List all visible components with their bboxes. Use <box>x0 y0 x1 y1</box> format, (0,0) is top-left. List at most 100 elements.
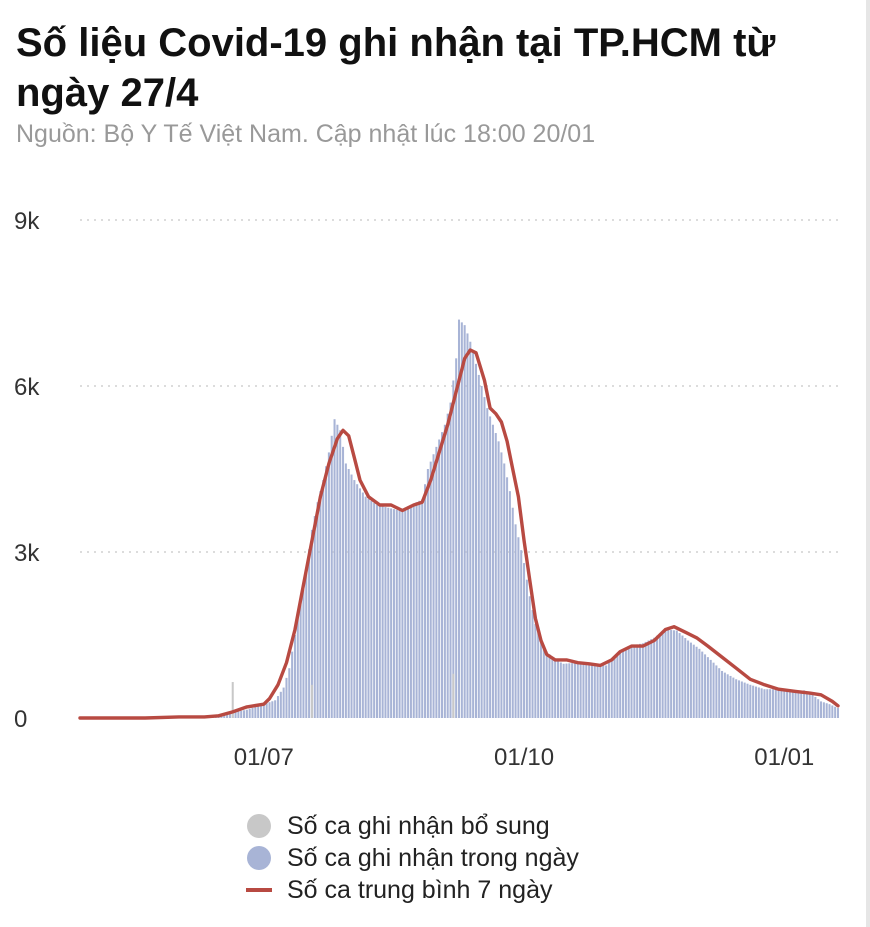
daily-bar <box>409 504 412 718</box>
daily-bar <box>548 654 551 718</box>
daily-bar <box>500 452 503 718</box>
daily-bar <box>825 703 828 718</box>
daily-bar <box>780 689 783 718</box>
daily-bar <box>647 640 650 718</box>
legend-label-average: Số ca trung bình 7 ngày <box>287 875 553 904</box>
daily-bar <box>540 640 543 718</box>
chart-source: Nguồn: Bộ Y Tế Việt Nam. Cập nhật lúc 18… <box>16 120 596 148</box>
daily-bar <box>398 510 401 718</box>
daily-bar <box>291 651 294 718</box>
daily-bar <box>296 615 299 718</box>
daily-bar <box>511 507 514 718</box>
daily-bar <box>658 633 661 718</box>
daily-bar <box>449 402 452 718</box>
legend-swatch-daily <box>247 846 271 870</box>
daily-bar <box>480 386 483 718</box>
daily-bar <box>763 689 766 718</box>
daily-bar <box>432 454 435 718</box>
legend-label-supplementary: Số ca ghi nhận bổ sung <box>287 811 550 840</box>
legend-label-daily: Số ca ghi nhận trong ngày <box>287 843 579 872</box>
daily-bar <box>636 644 639 718</box>
daily-bar <box>769 689 772 718</box>
daily-bar <box>520 550 523 718</box>
daily-bar <box>262 704 265 718</box>
daily-bar <box>339 430 342 718</box>
daily-bar <box>820 701 823 718</box>
y-tick-label: 9k <box>14 208 40 235</box>
daily-bar <box>653 637 656 718</box>
daily-bar <box>752 685 755 718</box>
daily-bar <box>760 688 763 718</box>
y-tick-label: 6k <box>14 374 40 401</box>
daily-bar <box>596 665 599 718</box>
daily-bar <box>554 659 557 718</box>
daily-bar <box>667 629 670 718</box>
daily-bar <box>718 668 721 718</box>
daily-bar <box>282 687 285 718</box>
daily-bar <box>344 463 347 718</box>
daily-bar <box>811 694 814 718</box>
supplementary-bar <box>452 673 455 718</box>
daily-bar <box>822 702 825 718</box>
daily-bar <box>245 709 248 718</box>
daily-bar <box>585 664 588 718</box>
daily-bar <box>279 691 282 718</box>
daily-bar <box>401 509 404 718</box>
daily-bar <box>678 633 681 718</box>
daily-bar <box>531 610 534 718</box>
daily-bar <box>732 677 735 718</box>
daily-bar <box>794 691 797 718</box>
legend-item-daily: Số ca ghi nhận trong ngày <box>246 842 579 874</box>
daily-bar <box>737 680 741 718</box>
daily-bar <box>477 374 480 718</box>
daily-bar <box>356 484 359 718</box>
daily-bar <box>607 662 610 718</box>
daily-bar <box>687 640 690 718</box>
daily-bar <box>754 686 757 718</box>
daily-bar <box>381 506 384 718</box>
daily-bar <box>455 358 458 718</box>
y-tick-label: 3k <box>14 540 40 567</box>
daily-bar <box>503 463 506 718</box>
daily-bar <box>268 702 271 718</box>
daily-bar <box>288 668 291 718</box>
daily-bar <box>808 693 811 718</box>
daily-bar <box>325 466 328 718</box>
daily-bar <box>285 677 288 718</box>
daily-bar <box>706 657 709 718</box>
daily-bar <box>695 646 698 718</box>
daily-bar <box>248 708 251 718</box>
daily-bar <box>743 682 746 718</box>
daily-bar <box>370 500 373 718</box>
daily-bar <box>633 644 636 718</box>
daily-bar <box>525 579 528 718</box>
daily-bar <box>675 630 678 718</box>
daily-bar <box>562 663 565 718</box>
daily-bar <box>254 706 257 718</box>
daily-bar <box>537 632 540 718</box>
daily-bar <box>390 508 393 718</box>
daily-bar <box>638 643 642 718</box>
daily-bar <box>692 644 695 718</box>
daily-bar <box>534 623 537 718</box>
daily-bar <box>466 333 469 718</box>
daily-bar <box>777 689 780 718</box>
daily-bar <box>766 689 769 718</box>
daily-bar <box>599 665 602 718</box>
daily-bar <box>387 507 390 718</box>
daily-bar <box>415 502 418 718</box>
daily-bar <box>568 663 571 718</box>
daily-bar <box>474 363 477 718</box>
daily-bar <box>460 322 463 718</box>
daily-bar <box>803 690 806 718</box>
daily-bar <box>641 643 644 718</box>
daily-bar <box>308 549 311 718</box>
y-tick-label: 0 <box>14 706 27 733</box>
daily-bar <box>712 662 715 718</box>
daily-bar <box>276 696 280 718</box>
daily-bar <box>293 635 296 718</box>
daily-bar <box>265 703 268 718</box>
daily-bar <box>749 684 752 718</box>
daily-bar <box>274 700 277 718</box>
daily-bar <box>441 432 444 718</box>
